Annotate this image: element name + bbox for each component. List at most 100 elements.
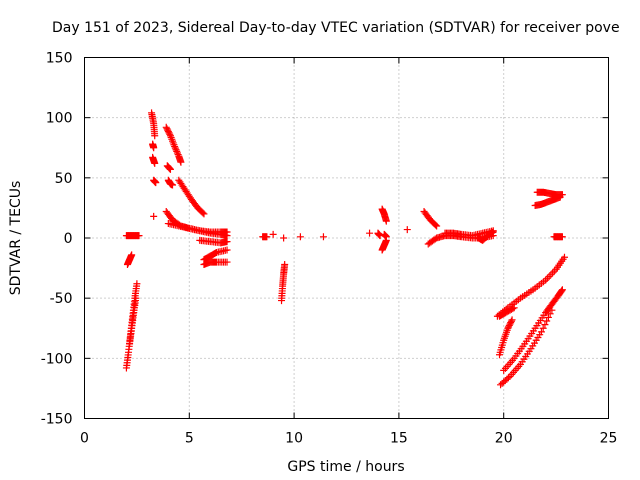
data-series-segment (162, 123, 185, 166)
data-point (263, 233, 271, 241)
data-point (509, 305, 517, 313)
data-point (172, 146, 180, 154)
data-point (166, 130, 174, 138)
data-point (433, 222, 441, 230)
data-point (166, 165, 174, 173)
data-point (296, 233, 304, 241)
data-point (199, 209, 207, 217)
data-series-segment (123, 251, 136, 268)
data-point (223, 238, 231, 246)
x-tick-label: 25 (600, 431, 618, 447)
data-series-segment (149, 153, 159, 167)
data-point (403, 226, 411, 234)
data-point (537, 328, 545, 336)
data-point (545, 273, 553, 281)
y-axis-label: SDTVAR / TECUs (8, 181, 24, 296)
data-point (319, 233, 327, 241)
data-series-segment (150, 176, 160, 187)
x-tick-label: 15 (390, 431, 408, 447)
plot-frame (84, 57, 609, 419)
data-point (133, 280, 141, 288)
data-point (543, 317, 551, 325)
data-point (152, 179, 160, 187)
data-point (223, 232, 231, 240)
data-point (558, 233, 566, 241)
data-point (432, 221, 440, 229)
data-point (507, 317, 515, 325)
data-series-segment (366, 229, 374, 237)
data-series-segment (280, 234, 288, 242)
data-point (150, 212, 158, 220)
data-series-segment (378, 236, 390, 254)
data-point (541, 321, 549, 329)
data-series-segment (150, 212, 158, 220)
data-series-segment (378, 205, 390, 225)
data-series-segment (296, 233, 304, 241)
data-point (173, 149, 181, 157)
data-series-segment (269, 230, 277, 238)
data-series-segment (259, 233, 271, 241)
data-point (544, 313, 552, 321)
data-point (132, 294, 140, 302)
data-series-segment (149, 140, 158, 152)
data-point (173, 147, 181, 155)
y-tick-label: 150 (46, 51, 73, 67)
data-point (549, 269, 557, 277)
data-point (510, 304, 518, 312)
data-series-segment (122, 232, 143, 240)
y-tick-label: 0 (64, 231, 73, 247)
data-point (382, 233, 390, 241)
chart-title: Day 151 of 2023, Sidereal Day-to-day VTE… (52, 20, 620, 36)
data-point (169, 181, 177, 189)
data-series-segment (420, 208, 441, 230)
data-points (122, 109, 568, 389)
data-point (171, 144, 179, 152)
data-series-segment (497, 306, 556, 389)
x-tick-label: 10 (285, 431, 303, 447)
data-series-segment (164, 220, 231, 240)
data-series-segment (500, 286, 566, 374)
data-point (280, 234, 288, 242)
data-point (547, 271, 555, 279)
grid-lines (84, 57, 609, 419)
data-series-segment (533, 188, 566, 199)
x-axis-label: GPS time / hours (287, 459, 404, 475)
data-series-segment (550, 233, 566, 241)
data-point (171, 143, 179, 151)
data-point (135, 232, 143, 240)
y-tick-label: -100 (41, 351, 73, 367)
data-point (543, 274, 551, 282)
data-point (128, 251, 136, 259)
data-point (504, 374, 512, 382)
data-series-segment (175, 176, 208, 218)
axis-ticks: 0 5 10 15 20 25 -150 -100 -50 0 50 100 150 (41, 51, 618, 447)
y-tick-label: -150 (41, 412, 73, 428)
data-series-segment (163, 162, 174, 173)
data-series-segment (496, 316, 516, 359)
data-point (539, 324, 547, 332)
data-point (560, 253, 568, 261)
data-point (177, 158, 185, 166)
data-point (558, 286, 566, 294)
data-point (382, 217, 390, 225)
data-point (558, 287, 566, 295)
data-point (558, 191, 566, 199)
data-point (508, 316, 516, 324)
data-series-segment (496, 304, 518, 320)
data-series-segment (148, 109, 159, 140)
data-series-segment (126, 294, 140, 348)
data-point (550, 267, 558, 275)
data-point (200, 210, 208, 218)
x-tick-label: 20 (495, 431, 513, 447)
data-point (151, 159, 159, 167)
y-tick-label: 100 (46, 111, 73, 127)
data-point (223, 258, 231, 266)
data-point (489, 228, 497, 236)
data-point (150, 144, 158, 152)
data-series-segment (319, 233, 327, 241)
data-series-segment (196, 236, 231, 247)
data-series-segment (475, 228, 497, 244)
y-tick-label: -50 (50, 291, 73, 307)
y-tick-label: 50 (55, 171, 73, 187)
